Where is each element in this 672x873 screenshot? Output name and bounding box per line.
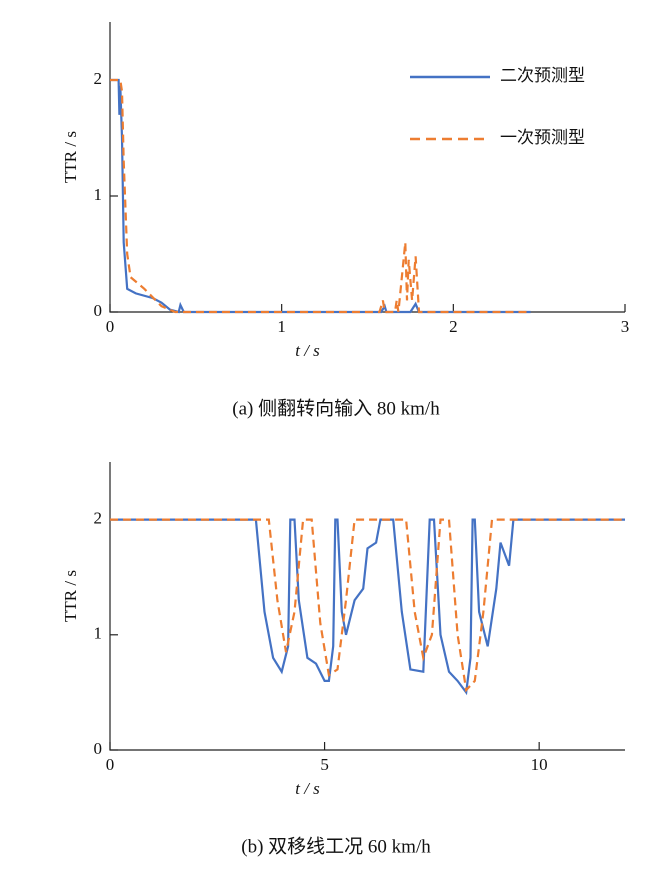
x-tick-label: 5: [320, 755, 329, 774]
x-axis-label: t / s: [295, 779, 320, 798]
x-tick-label: 1: [277, 317, 286, 336]
series-line: [110, 78, 531, 314]
y-tick-label: 2: [94, 69, 103, 88]
y-tick-label: 1: [94, 185, 103, 204]
x-tick-label: 3: [621, 317, 630, 336]
series-line: [110, 518, 625, 696]
y-tick-label: 2: [94, 509, 103, 528]
caption: (b) 双移线工况 60 km/h: [241, 835, 431, 857]
y-tick-label: 0: [94, 301, 103, 320]
axes: [109, 462, 625, 751]
x-tick-label: 10: [531, 755, 548, 774]
y-axis-label: TTR / s: [61, 131, 80, 183]
x-tick-label: 2: [449, 317, 458, 336]
caption: (a) 侧翻转向输入 80 km/h: [232, 397, 440, 419]
y-tick-label: 0: [94, 739, 103, 758]
series-line: [110, 518, 625, 693]
legend-label: 二次预测型: [500, 66, 585, 85]
y-axis-label: TTR / s: [61, 570, 80, 622]
x-axis-label: t / s: [295, 341, 320, 360]
legend-label: 一次预测型: [500, 128, 585, 147]
x-tick-label: 0: [106, 317, 115, 336]
x-tick-label: 0: [106, 755, 115, 774]
series-line: [110, 78, 531, 314]
y-tick-label: 1: [94, 624, 103, 643]
